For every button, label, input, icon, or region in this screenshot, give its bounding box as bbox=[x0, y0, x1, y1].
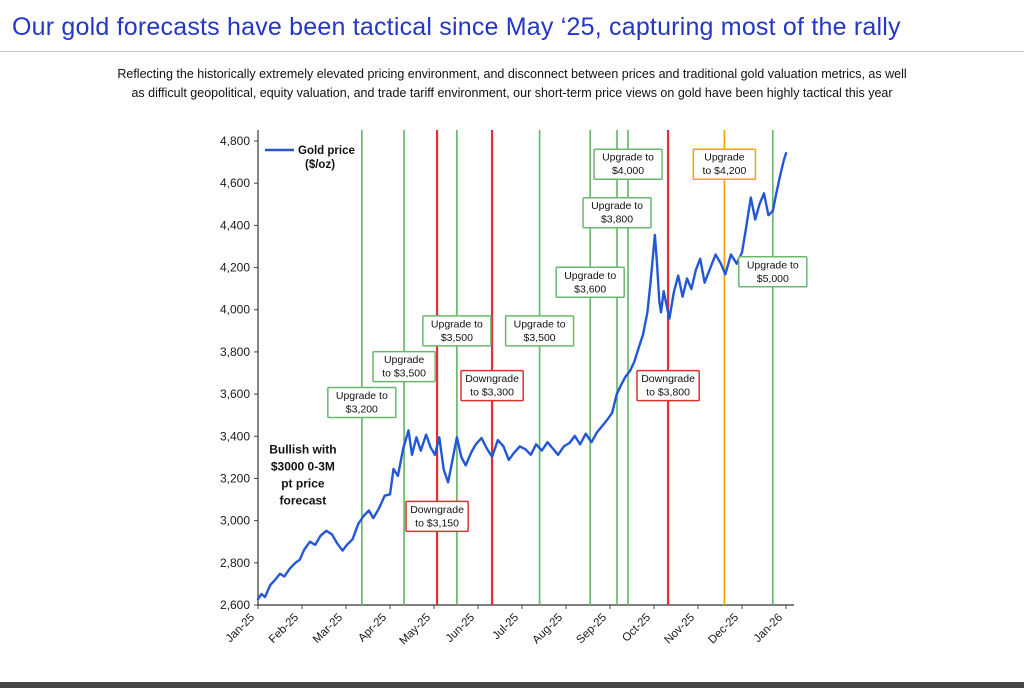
forecast-event-label: to $3,500 bbox=[382, 368, 426, 380]
legend-label: Gold price bbox=[298, 145, 355, 157]
slide-title: Our gold forecasts have been tactical si… bbox=[12, 13, 901, 41]
forecast-event-label: $3,200 bbox=[346, 404, 378, 416]
x-tick-label: Apr-25 bbox=[356, 612, 389, 645]
y-tick-label: 3,400 bbox=[220, 429, 250, 443]
gold-price-line bbox=[256, 152, 788, 601]
forecast-event-label-box bbox=[555, 266, 625, 299]
x-tick-label: Oct-25 bbox=[620, 612, 653, 645]
forecast-event-label-box bbox=[460, 369, 524, 402]
chart-canvas: 2,600 2,800 3,000 3,200 3,400 3,600 3,800 4,000… bbox=[220, 130, 808, 648]
forecast-event-label: $4,000 bbox=[612, 165, 644, 177]
forecast-event-label: Upgrade bbox=[384, 354, 424, 366]
x-tick-label: Jun-25 bbox=[444, 612, 477, 645]
x-tick-label: Dec-25 bbox=[706, 612, 741, 647]
x-tick-label: Aug-25 bbox=[530, 612, 565, 647]
forecast-event-label: to $4,200 bbox=[703, 165, 747, 177]
y-tick-label: 4,400 bbox=[220, 218, 250, 232]
forecast-event-label: Downgrade bbox=[465, 373, 519, 385]
forecast-event-label-box bbox=[593, 148, 663, 180]
forecast-event-label-box bbox=[327, 386, 397, 419]
y-tick-label: 2,600 bbox=[220, 598, 250, 612]
forecast-event-label: Upgrade to bbox=[431, 318, 483, 330]
x-tick-label: Jan-26 bbox=[752, 612, 785, 645]
forecast-event-label-box bbox=[422, 315, 492, 347]
forecast-event-label: Downgrade bbox=[641, 373, 695, 385]
forecast-event-label: Upgrade to bbox=[514, 318, 566, 330]
chart-annotation: Bullish with bbox=[269, 442, 336, 456]
forecast-event-label: $3,500 bbox=[441, 332, 473, 344]
y-tick-label: 3,800 bbox=[220, 345, 250, 359]
slide-subtitle-line2: as difficult geopolitical, equity valuat… bbox=[131, 86, 893, 101]
forecast-event-label-box bbox=[504, 315, 575, 347]
forecast-event-label: $3,600 bbox=[574, 283, 606, 295]
forecast-event-label-box bbox=[636, 369, 700, 402]
forecast-event-label: Upgrade to bbox=[747, 259, 799, 271]
forecast-event-label: to $3,800 bbox=[646, 387, 690, 399]
forecast-event-label: Upgrade to bbox=[564, 270, 616, 282]
gold-price-chart: 2,600 2,800 3,000 3,200 3,400 3,600 3,800 4,000… bbox=[195, 126, 825, 682]
y-tick-label: 4,200 bbox=[220, 261, 250, 275]
forecast-event-label: $3,500 bbox=[524, 332, 556, 344]
legend-label: ($/oz) bbox=[305, 159, 335, 171]
x-tick-label: May-25 bbox=[398, 612, 434, 648]
x-tick-label: Jan-25 bbox=[224, 612, 257, 645]
y-tick-label: 3,600 bbox=[220, 387, 250, 401]
forecast-event-label: to $3,300 bbox=[470, 387, 514, 399]
title-divider bbox=[0, 51, 1024, 52]
chart-annotation: $3000 0-3M bbox=[271, 459, 335, 473]
y-tick-label: 4,000 bbox=[220, 303, 250, 317]
forecast-event-label: Upgrade to bbox=[591, 200, 643, 212]
x-tick-label: Sep-25 bbox=[574, 612, 609, 647]
chart-annotation: forecast bbox=[280, 493, 327, 507]
y-tick-label: 3,000 bbox=[220, 514, 250, 528]
forecast-event-label: $5,000 bbox=[757, 273, 789, 285]
y-tick-label: 2,800 bbox=[220, 556, 250, 570]
forecast-event-label-box bbox=[582, 196, 652, 229]
chart-annotation: pt price bbox=[281, 476, 325, 490]
y-tick-label: 4,600 bbox=[220, 176, 250, 190]
forecast-event-label: Upgrade bbox=[704, 152, 744, 164]
x-tick-label: Jul-25 bbox=[490, 612, 521, 643]
forecast-event-label: Upgrade to bbox=[602, 152, 654, 164]
forecast-event-label: to $3,150 bbox=[415, 517, 459, 529]
x-tick-label: Mar-25 bbox=[311, 612, 345, 646]
forecast-event-label-box bbox=[372, 350, 436, 383]
forecast-event-label: $3,800 bbox=[601, 214, 633, 226]
x-tick-label: Feb-25 bbox=[267, 612, 301, 646]
slide-subtitle-line1: Reflecting the historically extremely el… bbox=[117, 67, 907, 81]
forecast-event-label-box bbox=[405, 500, 469, 533]
forecast-event-label: Upgrade to bbox=[336, 390, 388, 402]
x-tick-label: Nov-25 bbox=[662, 612, 697, 647]
forecast-event-label-box bbox=[692, 148, 757, 180]
forecast-event-label-box bbox=[738, 256, 808, 288]
forecast-event-label: Downgrade bbox=[410, 504, 464, 516]
bottom-bar bbox=[0, 682, 1024, 688]
slide-subtitle: Reflecting the historically extremely el… bbox=[52, 65, 972, 104]
y-tick-label: 4,800 bbox=[220, 134, 250, 148]
y-tick-label: 3,200 bbox=[220, 471, 250, 485]
